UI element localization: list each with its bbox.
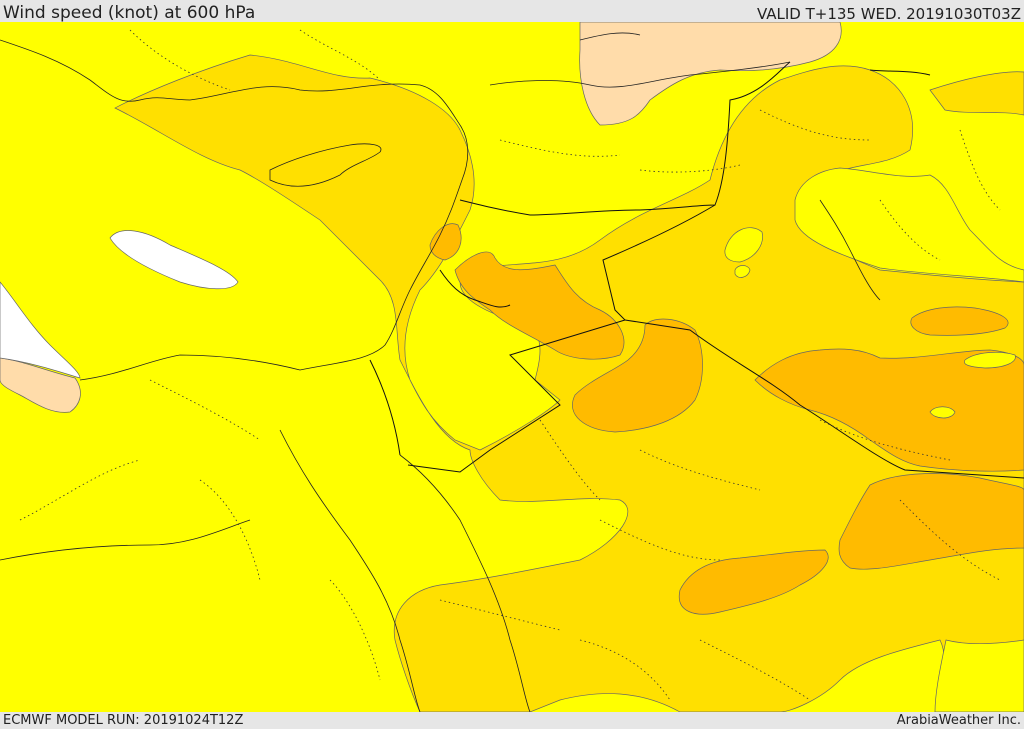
contour-yellow-south: [934, 639, 1024, 712]
model-run: ECMWF MODEL RUN: 20191024T12Z: [3, 713, 244, 728]
footer-bar: ECMWF MODEL RUN: 20191024T12Z ArabiaWeat…: [0, 712, 1024, 729]
contour-orange-gulf: [838, 473, 1024, 570]
contour-yellow-iraq-hole: [964, 351, 1016, 369]
map-canvas: [0, 22, 1024, 712]
contour-orange-jordan: [572, 318, 703, 433]
contour-peach-north: [579, 22, 842, 126]
contour-orange-iraq2: [910, 306, 1009, 336]
contour-peach-southwest: [0, 357, 81, 413]
country-borders: [369, 61, 1024, 479]
wind-speed-map: [0, 22, 1024, 712]
province-borders: [19, 29, 1001, 701]
coastlines: [0, 32, 881, 712]
map-title: Wind speed (knot) at 600 hPa: [3, 3, 256, 23]
contour-orange-arabia: [678, 549, 829, 615]
contour-white-center: [109, 230, 239, 290]
contour-white-west: [0, 281, 81, 379]
contour-yellow-small1: [724, 227, 763, 263]
contour-orange-levant1: [429, 223, 462, 261]
contour-orange-iraq: [754, 348, 1024, 472]
contour-yellow-iraq-hole2: [929, 406, 956, 419]
valid-time: VALID T+135 WED. 20191030T03Z: [756, 5, 1021, 23]
contour-gold-northeast: [929, 71, 1024, 116]
credit: ArabiaWeather Inc.: [896, 713, 1021, 728]
title-bar: Wind speed (knot) at 600 hPa VALID T+135…: [0, 0, 1024, 23]
contour-orange-levant2: [454, 251, 625, 360]
contour-yellow-small2: [734, 265, 751, 278]
contour-yellow-east: [794, 167, 1024, 283]
